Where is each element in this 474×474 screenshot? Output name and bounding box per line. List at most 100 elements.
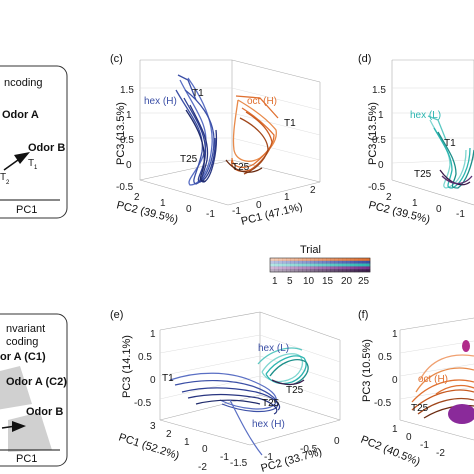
colorbar-cell <box>282 263 287 267</box>
panel-f-z-ticks: 1 0.5 0 -0.5 <box>374 329 398 409</box>
colorbar-cell <box>298 258 303 261</box>
colorbar-cell <box>330 266 335 270</box>
colorbar-cell <box>354 263 359 267</box>
colorbar-ticks: 1 5 10 15 20 25 <box>272 276 370 287</box>
schematic-title-line2: coding <box>6 336 38 348</box>
x-tick: 2 <box>310 185 316 196</box>
colorbar-cell <box>318 266 323 270</box>
colorbar-cell <box>274 266 279 270</box>
y-tick: 1 <box>412 198 418 209</box>
colorbar-cell <box>278 260 283 264</box>
colorbar-cell <box>302 269 307 273</box>
panel-c-hex-trajectories <box>175 74 218 186</box>
colorbar-cell <box>306 258 311 261</box>
e-t25-label-b: T25 <box>262 398 280 409</box>
panel-e-z-axis: PC3 (14.1%) <box>121 335 133 398</box>
colorbar-cell <box>366 260 371 264</box>
z-tick: -0.5 <box>374 398 392 409</box>
z-tick: -0.5 <box>116 182 134 193</box>
y-tick: 0 <box>334 436 340 447</box>
pc1-axis-label: PC1 <box>16 204 37 216</box>
colorbar-cell <box>294 266 299 270</box>
panel-f-z-axis: PC3 (10.5%) <box>361 339 373 402</box>
colorbar-cell <box>286 269 291 273</box>
colorbar-cell <box>354 258 359 261</box>
colorbar-cell <box>290 258 295 261</box>
colorbar-cell <box>354 266 359 270</box>
colorbar-cell <box>318 260 323 264</box>
colorbar-cell <box>314 266 319 270</box>
colorbar-cell <box>342 258 347 261</box>
encoding-schematic: ncoding Odor A Odor B T 1 T 2 PC1 <box>0 65 68 219</box>
e-t25-label-a: T25 <box>286 385 304 396</box>
panel-d-z-axis: PC3 (13.5%) <box>367 102 379 165</box>
colorbar-cell <box>362 266 367 270</box>
colorbar-cell <box>282 258 287 261</box>
y-tick: -1 <box>206 209 215 220</box>
e-hex-l-label: hex (L) <box>258 343 289 354</box>
colorbar-cell <box>322 266 327 270</box>
colorbar-cell <box>366 263 371 267</box>
odor-a-label: Odor A <box>2 109 39 121</box>
y-tick: -0.5 <box>300 444 318 455</box>
y-tick: -1 <box>456 209 465 220</box>
trial-colorbar: Trial 1 5 10 15 20 25 <box>269 244 371 287</box>
panel-c-z-ticks: 1.5 1 0.5 0 -0.5 <box>116 85 134 193</box>
x-tick: -1 <box>232 206 241 217</box>
colorbar-cell <box>330 260 335 264</box>
z-tick: -0.5 <box>134 398 152 409</box>
colorbar-cell <box>278 258 283 261</box>
colorbar-cell <box>310 269 315 273</box>
panel-f-frame <box>399 317 474 441</box>
colorbar-cell <box>270 263 275 267</box>
colorbar-cell <box>278 269 283 273</box>
panel-f-y-axis: PC2 (40.5%) <box>359 434 422 469</box>
panel-e-hex-l-trajectories <box>257 347 309 386</box>
colorbar-cell <box>302 263 307 267</box>
colorbar-cell <box>302 266 307 270</box>
colorbar-cell <box>318 269 323 273</box>
colorbar-cell <box>270 260 275 264</box>
colorbar-cell <box>306 269 311 273</box>
colorbar-cell <box>310 260 315 264</box>
y-tick: -2 <box>436 448 445 459</box>
colorbar-cell <box>362 260 367 264</box>
colorbar-cell <box>342 263 347 267</box>
panel-c-label: (c) <box>110 53 123 65</box>
z-tick: 1 <box>150 329 156 340</box>
colorbar-cell <box>306 263 311 267</box>
d-t1-label: T1 <box>444 138 456 149</box>
colorbar-cell <box>286 263 291 267</box>
f-t25-label: T25 <box>411 403 429 414</box>
colorbar-tick: 25 <box>358 276 370 287</box>
panel-c-y-axis: PC2 (39.5%) <box>115 199 179 226</box>
z-tick: 0.5 <box>378 352 392 363</box>
x-tick: 1 <box>184 437 190 448</box>
colorbar-cell <box>334 266 339 270</box>
colorbar-cell <box>338 263 343 267</box>
panel-d: (d) hex (L) T1 T25 1.5 1 0.5 0 <box>358 53 474 226</box>
colorbar-cell <box>350 258 355 261</box>
z-tick: 0.5 <box>120 135 134 146</box>
panel-d-hex-trajectories <box>427 115 474 189</box>
colorbar-cell <box>346 269 351 273</box>
t2-subscript: 2 <box>6 180 10 186</box>
y-tick: 1 <box>392 424 398 435</box>
colorbar-cell <box>294 260 299 264</box>
f-oct-label: oct (H) <box>418 374 448 385</box>
colorbar-cell <box>290 260 295 264</box>
colorbar-cell <box>314 269 319 273</box>
panel-f-label: (f) <box>358 309 368 321</box>
e-t1-label: T1 <box>162 373 174 384</box>
colorbar-cell <box>330 269 335 273</box>
z-tick: 0 <box>150 375 156 386</box>
y-tick: 2 <box>386 192 392 203</box>
panel-d-frame <box>391 59 474 206</box>
colorbar-cell <box>334 260 339 264</box>
z-tick: -0.5 <box>368 182 386 193</box>
colorbar-cell <box>290 266 295 270</box>
colorbar-cell <box>302 260 307 264</box>
colorbar-cell <box>314 258 319 261</box>
colorbar-tick: 20 <box>341 276 353 287</box>
colorbar-cell <box>286 266 291 270</box>
